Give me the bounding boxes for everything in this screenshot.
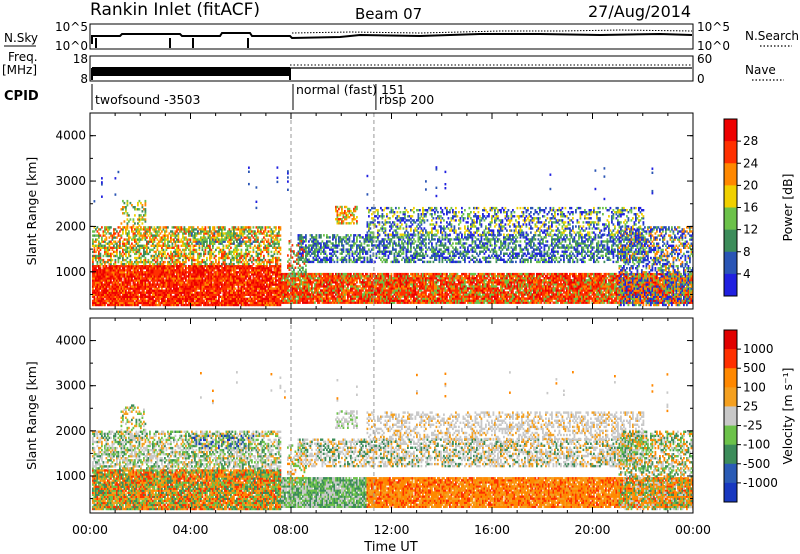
- power-colorbar-swatch-0: [724, 119, 737, 142]
- velocity-cells: [92, 371, 693, 511]
- freq-tick-bottom: 8: [80, 72, 88, 86]
- velocity-colorbar-tick-4: -25: [743, 419, 763, 433]
- freq-label: Freq.: [8, 50, 38, 64]
- power-ylabel: Slant Range [km]: [24, 157, 39, 266]
- power-panel: 1000 2000 3000 4000 Slant Range [km]: [24, 112, 694, 310]
- cpid-segment-0: twofsound -3503: [95, 92, 200, 107]
- noise-left-tick-top: 10^5: [55, 20, 88, 34]
- power-colorbar-tick-4: 20: [743, 178, 758, 192]
- velocity-panel: 1000 2000 3000 4000 Slant Range [km]: [24, 317, 694, 514]
- velocity-colorbar-swatch-8: [724, 482, 737, 503]
- velocity-colorbar-tick-7: -1000: [743, 476, 778, 490]
- velocity-ytick-2: 3000: [55, 379, 86, 393]
- cpid-segment-2: rbsp 200: [379, 92, 434, 107]
- power-colorbar-tick-2: 12: [743, 223, 758, 237]
- noise-search-label: N.Search: [745, 29, 799, 43]
- nave-tick-top: 60: [697, 52, 712, 66]
- power-colorbar-tick-0: 4: [743, 267, 751, 281]
- power-colorbar-swatch-7: [724, 273, 737, 297]
- power-colorbar-swatch-3: [724, 185, 737, 208]
- time-axis: 00:00 04:00 08:00 12:00 16:00 20:00 00:00: [72, 522, 711, 537]
- time-tick-0: 00:00: [72, 522, 108, 537]
- velocity-colorbar-swatch-4: [724, 406, 737, 427]
- velocity-colorbar-swatch-6: [724, 444, 737, 465]
- velocity-colorbar-swatch-0: [724, 330, 737, 350]
- nave-label: Nave: [745, 63, 776, 77]
- power-colorbar-swatch-2: [724, 163, 737, 186]
- beam-title: Beam 07: [355, 5, 422, 23]
- velocity-colorbar-tick-5: -100: [743, 438, 770, 452]
- power-colorbar-tick-5: 24: [743, 156, 758, 170]
- velocity-colorbar-tick-0: 1000: [743, 342, 774, 356]
- velocity-colorbar-swatch-7: [724, 463, 737, 484]
- time-tick-1: 04:00: [172, 522, 208, 537]
- velocity-colorbar-label: Velocity [m s⁻¹]: [780, 367, 795, 464]
- velocity-colorbar-swatch-3: [724, 387, 737, 407]
- time-tick-3: 12:00: [373, 522, 409, 537]
- noise-right-tick-bottom: 10^0: [697, 39, 730, 53]
- frequency-panel: Freq. [MHz] 18 8 60 0 Nave: [2, 50, 784, 86]
- nave-tick-bottom: 0: [697, 72, 705, 86]
- noise-left-tick-bottom: 10^0: [55, 39, 88, 53]
- time-axis-label: Time UT: [363, 540, 417, 554]
- power-colorbar-swatch-5: [724, 229, 737, 253]
- time-tick-4: 16:00: [474, 522, 510, 537]
- power-colorbar-tick-1: 8: [743, 245, 751, 259]
- velocity-colorbar-tick-2: 100: [743, 380, 766, 394]
- power-colorbar: 4 8 12 16 20 24 28 Power [dB]: [723, 118, 795, 297]
- velocity-colorbar-tick-3: 25: [743, 399, 758, 413]
- velocity-ytick-0: 1000: [55, 469, 86, 483]
- freq-unit-label: [MHz]: [2, 63, 37, 77]
- power-ytick-0: 1000: [55, 265, 86, 279]
- power-cells: [92, 166, 693, 307]
- time-tick-5: 20:00: [574, 522, 610, 537]
- cpid-segment-1: normal (fast) 151: [296, 82, 405, 97]
- freq-tick-top: 18: [73, 52, 88, 66]
- velocity-ytick-3: 4000: [55, 334, 86, 348]
- velocity-colorbar-tick-6: -500: [743, 457, 770, 471]
- velocity-ylabel: Slant Range [km]: [24, 361, 39, 470]
- noise-sky-label: N.Sky: [4, 31, 38, 45]
- velocity-colorbar-swatch-1: [724, 349, 737, 369]
- station-title: Rankin Inlet (fitACF): [90, 0, 260, 20]
- noise-panel: N.Sky 10^5 10^0 10^5 10^0 N.Search: [4, 20, 799, 53]
- power-colorbar-tick-3: 16: [743, 201, 758, 215]
- power-ytick-3: 4000: [55, 129, 86, 143]
- velocity-colorbar-swatch-5: [724, 425, 737, 446]
- cpid-label: CPID: [4, 89, 39, 104]
- power-colorbar-tick-6: 28: [743, 134, 758, 148]
- noise-right-tick-top: 10^5: [697, 20, 730, 34]
- velocity-colorbar-swatch-2: [724, 368, 737, 388]
- power-colorbar-swatch-6: [724, 251, 737, 275]
- power-colorbar-label: Power [dB]: [780, 173, 795, 241]
- time-tick-6: 00:00: [675, 522, 711, 537]
- time-tick-2: 08:00: [273, 522, 309, 537]
- power-colorbar-swatch-4: [724, 207, 737, 231]
- power-colorbar-swatch-1: [724, 141, 737, 164]
- power-ytick-2: 3000: [55, 174, 86, 188]
- velocity-ytick-1: 2000: [55, 424, 86, 438]
- date-title: 27/Aug/2014: [588, 2, 691, 21]
- power-ytick-1: 2000: [55, 219, 86, 233]
- velocity-colorbar-tick-1: 500: [743, 361, 766, 375]
